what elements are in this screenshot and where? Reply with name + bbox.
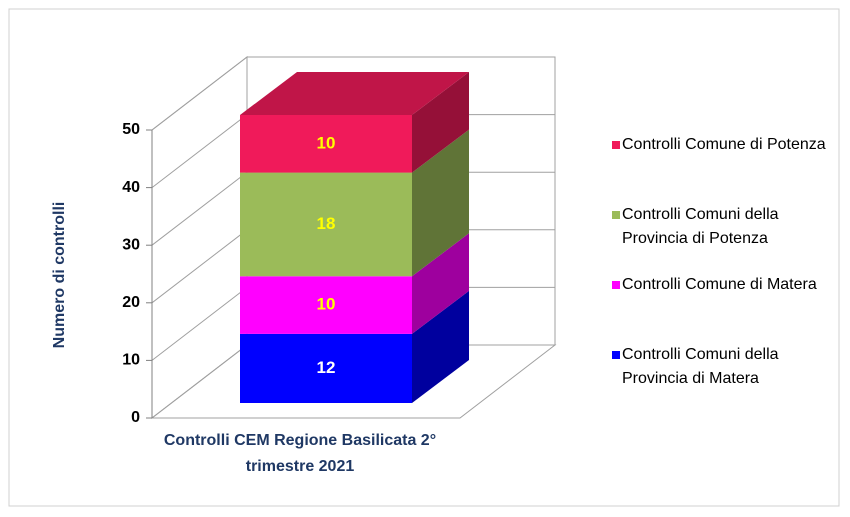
bar-front: [240, 276, 412, 334]
y-tick-label: 20: [122, 294, 140, 311]
bar-side: [412, 233, 469, 334]
data-label: 10: [317, 295, 336, 314]
legend-swatch: [612, 351, 620, 359]
bar-segment: [240, 72, 469, 173]
bar-segment: [240, 129, 469, 277]
bar-top: [240, 72, 469, 115]
grid-line: [151, 56, 555, 131]
legend-swatch: [612, 141, 620, 149]
bar-front: [240, 333, 412, 403]
legend-label: Controlli Comune di Matera: [622, 276, 817, 293]
data-label: 12: [317, 358, 336, 377]
y-tick-label: 50: [122, 121, 140, 138]
legend-swatch: [612, 211, 620, 219]
data-label: 18: [317, 214, 336, 233]
legend-swatch: [612, 281, 620, 289]
bar-segment: [240, 290, 469, 403]
bar-segment: [240, 233, 469, 334]
bar-side: [412, 129, 469, 277]
bar-front: [240, 172, 412, 277]
y-tick-label: 0: [131, 409, 140, 426]
y-axis-label: Numero di controlli: [51, 202, 68, 349]
y-tick-label: 10: [122, 352, 140, 369]
data-label: 10: [317, 133, 336, 152]
legend-label: Controlli Comuni della Provincia di Pote…: [622, 206, 779, 247]
y-tick-label: 40: [122, 179, 140, 196]
legend-label: Controlli Comuni della Provincia di Mate…: [622, 346, 779, 387]
bar-front: [240, 115, 412, 173]
legend-label: Controlli Comune di Potenza: [622, 136, 826, 153]
bar-side: [412, 72, 469, 173]
y-tick-label: 30: [122, 236, 140, 253]
x-tick-label: Controlli CEM Regione Basilicata 2° trim…: [163, 432, 437, 475]
bar-side: [412, 290, 469, 403]
